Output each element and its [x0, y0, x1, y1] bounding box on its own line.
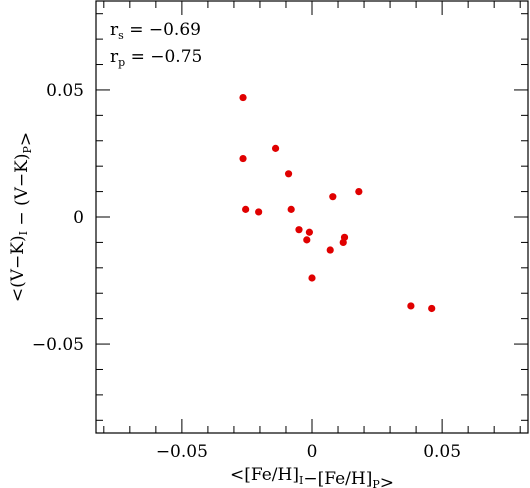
correlation-annotations: rs = −0.69 rp = −0.75: [110, 20, 202, 69]
data-point: [271, 144, 280, 152]
y-axis-label: <(V−K)I − (V−K)P>: [8, 132, 36, 302]
annotation-rp-symbol: r: [110, 47, 119, 67]
data-point: [287, 205, 295, 213]
x-tick-label: 0: [307, 442, 318, 462]
data-points: [239, 93, 436, 313]
annotation-rs-symbol: r: [110, 20, 119, 40]
data-point: [329, 193, 337, 201]
annotation-rp: rp = −0.75: [110, 47, 202, 69]
y-tick-label: 0: [73, 208, 84, 228]
x-tick-label: −0.05: [156, 442, 208, 462]
data-point: [303, 236, 311, 244]
data-point: [407, 302, 415, 310]
data-point: [428, 304, 436, 313]
annotation-rs-value: = −0.69: [124, 20, 201, 40]
annotation-rp-subscript: p: [118, 56, 125, 69]
data-point: [239, 154, 247, 163]
x-tick-label: 0.05: [423, 442, 461, 462]
data-point: [340, 233, 349, 241]
annotation-rs-subscript: s: [118, 29, 124, 42]
data-point: [239, 93, 247, 102]
data-point: [295, 226, 303, 234]
y-tick-label: −0.05: [32, 335, 84, 355]
annotation-rp-value: = −0.75: [125, 47, 202, 67]
annotation-rs: rs = −0.69: [110, 20, 201, 42]
axis-ticks: [96, 1, 528, 433]
data-point: [305, 228, 313, 236]
y-tick-label: 0.05: [46, 81, 84, 101]
data-point: [326, 246, 334, 254]
x-axis-label: <[Fe/H]I−[Fe/H]P>: [230, 465, 394, 488]
data-point: [308, 274, 316, 282]
tick-labels: −0.05 0 0.05 −0.05 0 0.05: [32, 81, 461, 462]
data-point: [255, 208, 263, 216]
data-point: [242, 205, 250, 213]
data-point: [355, 187, 363, 196]
data-point: [284, 170, 293, 178]
